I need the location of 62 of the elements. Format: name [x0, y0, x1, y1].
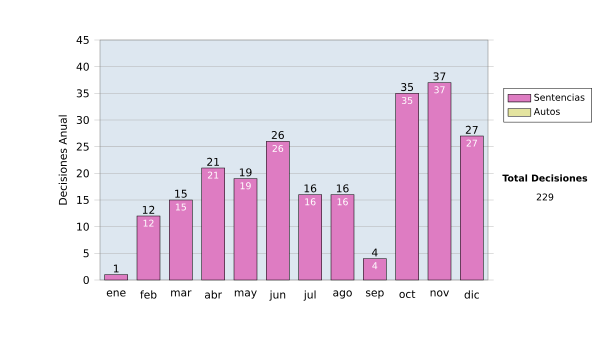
- bar: [363, 258, 387, 280]
- bar: [428, 82, 452, 280]
- data-label: 27: [466, 140, 477, 147]
- total-label: 35: [401, 82, 414, 92]
- legend-label: Sentencias: [534, 94, 585, 101]
- bar: [395, 93, 419, 280]
- data-label: 4: [372, 262, 378, 270]
- data-label: 37: [434, 86, 445, 94]
- x-tick-label: nov: [430, 290, 449, 297]
- x-tick-label: ene: [106, 290, 126, 297]
- bar: [234, 178, 258, 280]
- x-tick-label: jun: [269, 290, 286, 301]
- data-label: 35: [402, 96, 412, 104]
- y-tick-label: 15: [77, 196, 89, 204]
- data-label: 21: [208, 172, 218, 179]
- bar: [104, 274, 128, 280]
- bar: [330, 194, 354, 280]
- data-label: 15: [176, 204, 186, 211]
- y-axis-title: Decisiones Anual: [58, 115, 67, 205]
- total-label: 16: [336, 184, 349, 192]
- y-tick-label: 5: [84, 249, 89, 258]
- y-tick-label: 10: [77, 222, 89, 231]
- y-tick-label: 25: [76, 142, 89, 151]
- data-label: 26: [272, 144, 284, 152]
- total-label: 4: [372, 248, 378, 256]
- total-label: 19: [240, 168, 252, 176]
- x-tick-label: ago: [333, 290, 352, 299]
- total-label: 1: [114, 264, 119, 272]
- total-label: 16: [304, 184, 316, 192]
- text: Total Decisiones: [502, 174, 588, 182]
- bar: [460, 136, 484, 280]
- total-label: 21: [207, 158, 219, 166]
- x-tick-label: mar: [171, 290, 192, 297]
- x-tick-label: sep: [366, 290, 384, 299]
- x-tick-label: feb: [140, 290, 156, 299]
- text: 229: [536, 193, 554, 201]
- x-tick-label: may: [234, 290, 257, 299]
- x-tick-label: abr: [204, 290, 222, 299]
- bar: [266, 141, 290, 280]
- x-tick-label: jul: [304, 290, 316, 301]
- data-label: 19: [240, 182, 251, 190]
- x-tick-label: oct: [399, 290, 416, 298]
- data-label: 12: [144, 220, 154, 227]
- total-label: 15: [175, 190, 187, 198]
- y-tick-label: 0: [84, 276, 89, 284]
- bar: [169, 200, 193, 280]
- x-tick-label: dic: [464, 290, 479, 299]
- y-tick-label: 30: [76, 116, 89, 124]
- total-label: 12: [142, 206, 154, 214]
- y-tick-label: 20: [76, 169, 89, 178]
- total-label: 26: [272, 130, 284, 140]
- total-label: 27: [466, 126, 478, 134]
- data-label: 16: [305, 198, 316, 206]
- y-tick-label: 40: [76, 62, 89, 71]
- bar: [201, 168, 225, 280]
- data-label: 16: [338, 198, 348, 206]
- bar: [298, 194, 322, 280]
- total-label: 37: [434, 72, 446, 80]
- y-tick-label: 45: [76, 36, 89, 44]
- y-tick-label: 35: [76, 89, 89, 98]
- bar: [136, 216, 160, 280]
- legend-label: Autos: [534, 108, 560, 115]
